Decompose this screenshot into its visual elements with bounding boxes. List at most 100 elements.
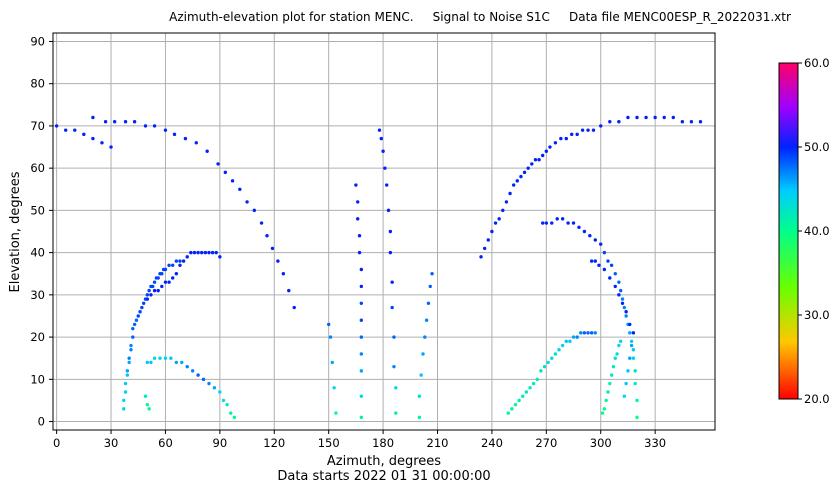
data-point <box>580 128 585 132</box>
data-point <box>609 263 614 267</box>
y-axis-label: Elevation, degrees <box>8 171 23 292</box>
y-tick-label: 20 <box>30 330 45 344</box>
data-point <box>73 128 77 132</box>
data-point <box>63 128 68 132</box>
data-point <box>633 369 637 373</box>
plot-frame <box>52 32 716 431</box>
data-point <box>192 250 197 255</box>
colorbar-ticks: 20.0 30.0 40.0 50.0 60.0 <box>798 56 830 406</box>
data-point <box>544 149 549 153</box>
data-point <box>330 360 335 365</box>
x-tick-label: 330 <box>644 436 666 450</box>
grid-lines <box>53 33 715 430</box>
data-point <box>542 364 547 369</box>
data-point <box>662 115 666 120</box>
data-point <box>586 331 590 335</box>
data-point <box>540 221 545 225</box>
data-point <box>218 255 222 259</box>
data-point <box>143 394 148 398</box>
data-point <box>167 263 171 267</box>
data-point <box>506 411 510 415</box>
data-point <box>546 360 550 365</box>
data-point <box>550 221 554 225</box>
data-point <box>604 398 608 403</box>
data-point <box>617 280 621 284</box>
data-point <box>624 381 628 386</box>
data-point <box>326 322 331 327</box>
data-point <box>147 288 151 293</box>
data-point <box>125 373 130 377</box>
data-point <box>490 229 494 234</box>
data-point <box>230 179 235 183</box>
data-point <box>611 364 616 369</box>
data-point <box>287 288 291 293</box>
data-point <box>163 267 168 272</box>
data-point <box>613 284 617 289</box>
data-point <box>163 128 168 132</box>
data-point <box>163 280 168 284</box>
data-point <box>626 369 630 373</box>
data-point <box>606 259 610 263</box>
data-point <box>493 221 498 225</box>
data-point <box>156 276 160 280</box>
data-point <box>537 158 541 162</box>
scatter-points <box>54 115 703 420</box>
data-point <box>174 272 179 276</box>
data-point <box>591 128 596 132</box>
x-tick-label: 150 <box>318 436 340 450</box>
data-point <box>145 297 150 301</box>
data-point <box>127 360 131 365</box>
data-point <box>582 331 587 335</box>
data-point <box>238 187 242 191</box>
data-point <box>582 229 587 234</box>
x-tick-label: 0 <box>53 436 60 450</box>
data-point <box>180 360 184 365</box>
data-point <box>138 310 142 314</box>
data-point <box>194 141 198 145</box>
data-point <box>223 170 228 175</box>
data-point <box>528 386 532 390</box>
data-point <box>633 381 637 386</box>
data-point <box>517 398 521 403</box>
data-point <box>497 217 501 221</box>
data-point <box>359 318 364 322</box>
data-point <box>160 272 164 276</box>
data-point <box>624 314 628 318</box>
data-point <box>356 217 360 221</box>
y-tick-label: 90 <box>30 34 45 48</box>
data-point <box>622 305 627 310</box>
data-point <box>618 288 623 293</box>
data-point <box>482 246 487 251</box>
data-point <box>689 119 694 124</box>
data-point <box>388 229 393 234</box>
data-point <box>608 119 612 124</box>
data-point <box>428 284 432 289</box>
data-point <box>127 356 131 360</box>
data-point <box>152 124 157 128</box>
data-point <box>156 288 160 293</box>
data-point <box>671 115 675 120</box>
data-point <box>394 386 398 390</box>
colorbar-tick-label: 20.0 <box>804 392 830 406</box>
data-point <box>513 402 518 407</box>
data-point <box>131 335 135 339</box>
data-point <box>577 225 581 229</box>
data-point <box>123 119 128 124</box>
data-point <box>160 284 164 289</box>
data-point <box>383 166 387 170</box>
y-tick-label: 60 <box>30 161 45 175</box>
colorbar-tick-label: 60.0 <box>804 56 830 70</box>
data-point <box>359 284 364 289</box>
data-point <box>167 280 171 284</box>
data-point <box>531 381 536 386</box>
data-point <box>392 335 396 339</box>
data-point <box>357 250 362 255</box>
x-tick-label: 270 <box>535 436 557 450</box>
data-point <box>628 322 632 327</box>
data-point <box>504 200 509 204</box>
data-point <box>292 305 296 310</box>
data-point <box>276 259 280 263</box>
data-point <box>424 318 429 322</box>
data-point <box>511 183 516 187</box>
data-point <box>631 331 636 335</box>
